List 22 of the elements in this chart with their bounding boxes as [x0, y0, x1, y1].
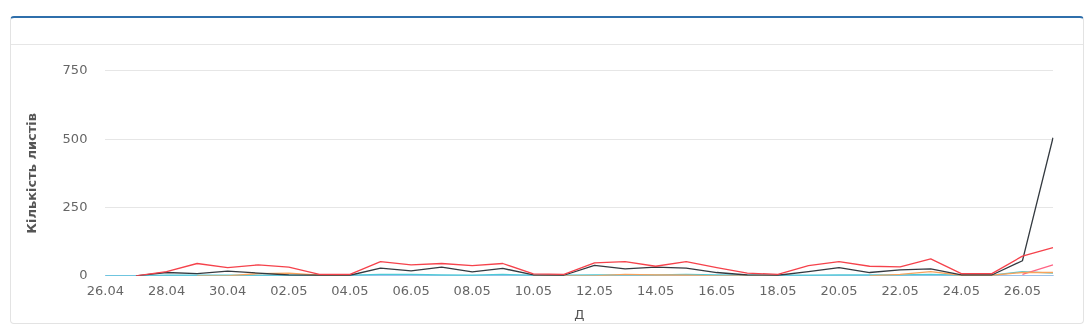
y-axis-title: Кількість листів — [24, 112, 40, 234]
x-tick-label: 12.05 — [575, 282, 614, 298]
x-tick-label: 14.05 — [637, 282, 675, 298]
x-tick-label: 16.05 — [698, 282, 736, 298]
x-tick-label: 24.05 — [942, 282, 980, 298]
x-tick-label: 20.05 — [820, 282, 858, 298]
x-tick-label: 22.05 — [881, 282, 919, 298]
x-tick-label: 26.04 — [86, 282, 125, 298]
x-tick-label: 30.04 — [209, 282, 247, 298]
x-tick-label: 18.05 — [759, 282, 797, 298]
x-tick-label: 10.05 — [514, 282, 552, 298]
x-tick-label: 26.05 — [1003, 282, 1042, 298]
y-tick-label: 0 — [79, 267, 88, 283]
y-tick-label: 250 — [62, 198, 88, 214]
x-tick-label: 06.05 — [392, 282, 430, 298]
y-tick-label: 750 — [62, 62, 88, 78]
x-tick-label: 04.05 — [331, 282, 369, 298]
x-tick-label: 08.05 — [453, 282, 491, 298]
y-tick-label: 500 — [62, 130, 88, 146]
x-tick-label: 28.04 — [147, 282, 186, 298]
x-axis-title: Д — [574, 306, 585, 322]
x-tick-label: 02.05 — [270, 282, 308, 298]
